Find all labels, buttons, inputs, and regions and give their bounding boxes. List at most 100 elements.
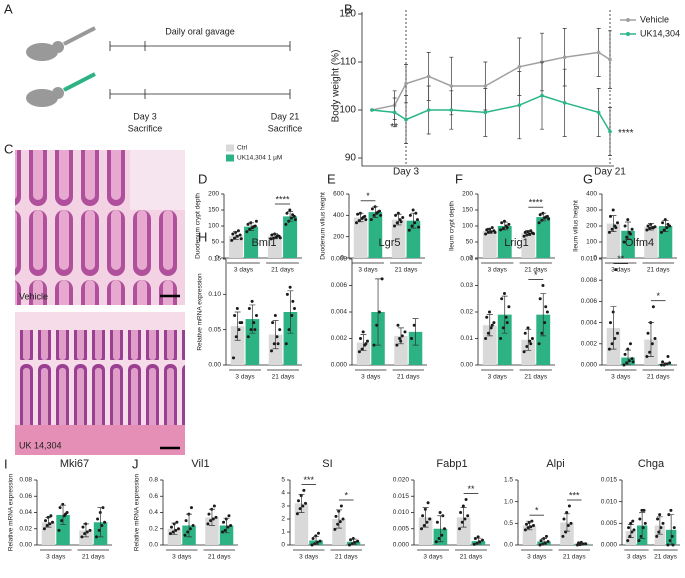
data-point [584, 542, 588, 546]
error-bar [540, 293, 547, 337]
x-tick-label: 21 days [397, 374, 421, 381]
error-bar [60, 504, 67, 526]
y-tick-label: 0.005 [393, 525, 410, 532]
y-tick-label: 0.10 [208, 291, 221, 298]
error-bar [82, 523, 89, 538]
error-bar [540, 212, 547, 222]
data-point [411, 208, 415, 212]
data-point [642, 508, 646, 512]
data-point [398, 337, 402, 340]
data-point [235, 234, 239, 238]
data-point [271, 321, 275, 325]
data-point [177, 527, 181, 531]
error-bar [372, 206, 379, 218]
mouse-icon [52, 41, 64, 53]
bar [654, 525, 666, 545]
error-bar [298, 493, 305, 513]
data-point [369, 218, 373, 222]
data-point [637, 539, 641, 543]
error-bar [437, 515, 444, 543]
error-bar [360, 334, 367, 351]
data-point [625, 235, 629, 239]
data-point [501, 227, 505, 231]
y-tick-label: 400 [586, 191, 597, 198]
data-point [653, 337, 657, 340]
data-point [285, 292, 289, 296]
data-point [627, 526, 631, 530]
data-point [361, 330, 365, 334]
data-point [523, 230, 527, 234]
data-point [220, 530, 224, 534]
error-bar [97, 507, 104, 538]
error-bar [410, 212, 417, 229]
y-tick-label: 0.006 [581, 298, 598, 305]
data-point [505, 321, 509, 325]
error-bar [639, 512, 646, 539]
data-point [546, 540, 550, 544]
y-tick-label: 0.004 [331, 309, 348, 316]
data-point [49, 514, 53, 518]
data-point [238, 233, 242, 237]
data-point [522, 234, 526, 238]
error-bar [287, 290, 294, 334]
y-tick-label: 0.02 [460, 309, 473, 316]
data-point [269, 237, 273, 241]
y-axis-label: Ileum villus height [573, 200, 580, 252]
y-tick-label: 150 [462, 207, 473, 214]
bar [658, 226, 673, 258]
bar [394, 335, 408, 365]
data-point [226, 525, 230, 529]
data-point [484, 337, 488, 340]
y-tick-label: 0 [281, 542, 285, 549]
data-point [60, 519, 64, 523]
data-point [333, 527, 337, 531]
error-bar [412, 318, 419, 346]
data-point [239, 237, 243, 241]
data-point [232, 356, 236, 360]
x-tick-label: 21 days [272, 374, 296, 381]
data-point [316, 531, 320, 535]
data-point [212, 504, 216, 508]
data-point [659, 363, 663, 367]
data-point [613, 337, 617, 340]
significance-label: * [534, 270, 538, 280]
timepoint-sublabel: Sacrifice [128, 123, 163, 133]
x-tick-label: 3 days [423, 554, 443, 561]
error-bar [271, 233, 278, 240]
data-point [298, 507, 302, 511]
data-point [428, 517, 432, 521]
error-bar [501, 221, 508, 231]
data-point [51, 520, 55, 524]
bar [267, 236, 282, 258]
data-point [608, 321, 612, 325]
y-tick-label: 0.004 [581, 319, 598, 326]
y-tick-label: 110 [340, 57, 356, 68]
data-point [284, 222, 288, 226]
data-point [409, 337, 413, 340]
data-point [395, 221, 399, 225]
data-point [247, 306, 251, 310]
data-point [290, 314, 294, 318]
data-point [632, 528, 636, 532]
data-point [372, 343, 376, 347]
data-point [528, 339, 532, 343]
y-tick-label: 100 [339, 105, 356, 116]
error-bar [625, 221, 632, 240]
data-point [523, 528, 527, 532]
data-point [289, 216, 293, 220]
series-point [562, 101, 567, 105]
data-point [611, 208, 615, 212]
data-point [284, 342, 288, 346]
data-point [295, 512, 299, 516]
legend-swatch [626, 18, 630, 22]
x-tick-label: 3 days [488, 374, 508, 381]
data-point [561, 534, 565, 538]
data-point [100, 524, 104, 527]
x-tick-label: 21 days [563, 554, 587, 561]
data-point [640, 508, 644, 512]
error-bar [208, 508, 215, 526]
data-point [628, 342, 632, 346]
data-point [473, 537, 477, 540]
data-point [355, 221, 359, 225]
bar [482, 325, 497, 365]
